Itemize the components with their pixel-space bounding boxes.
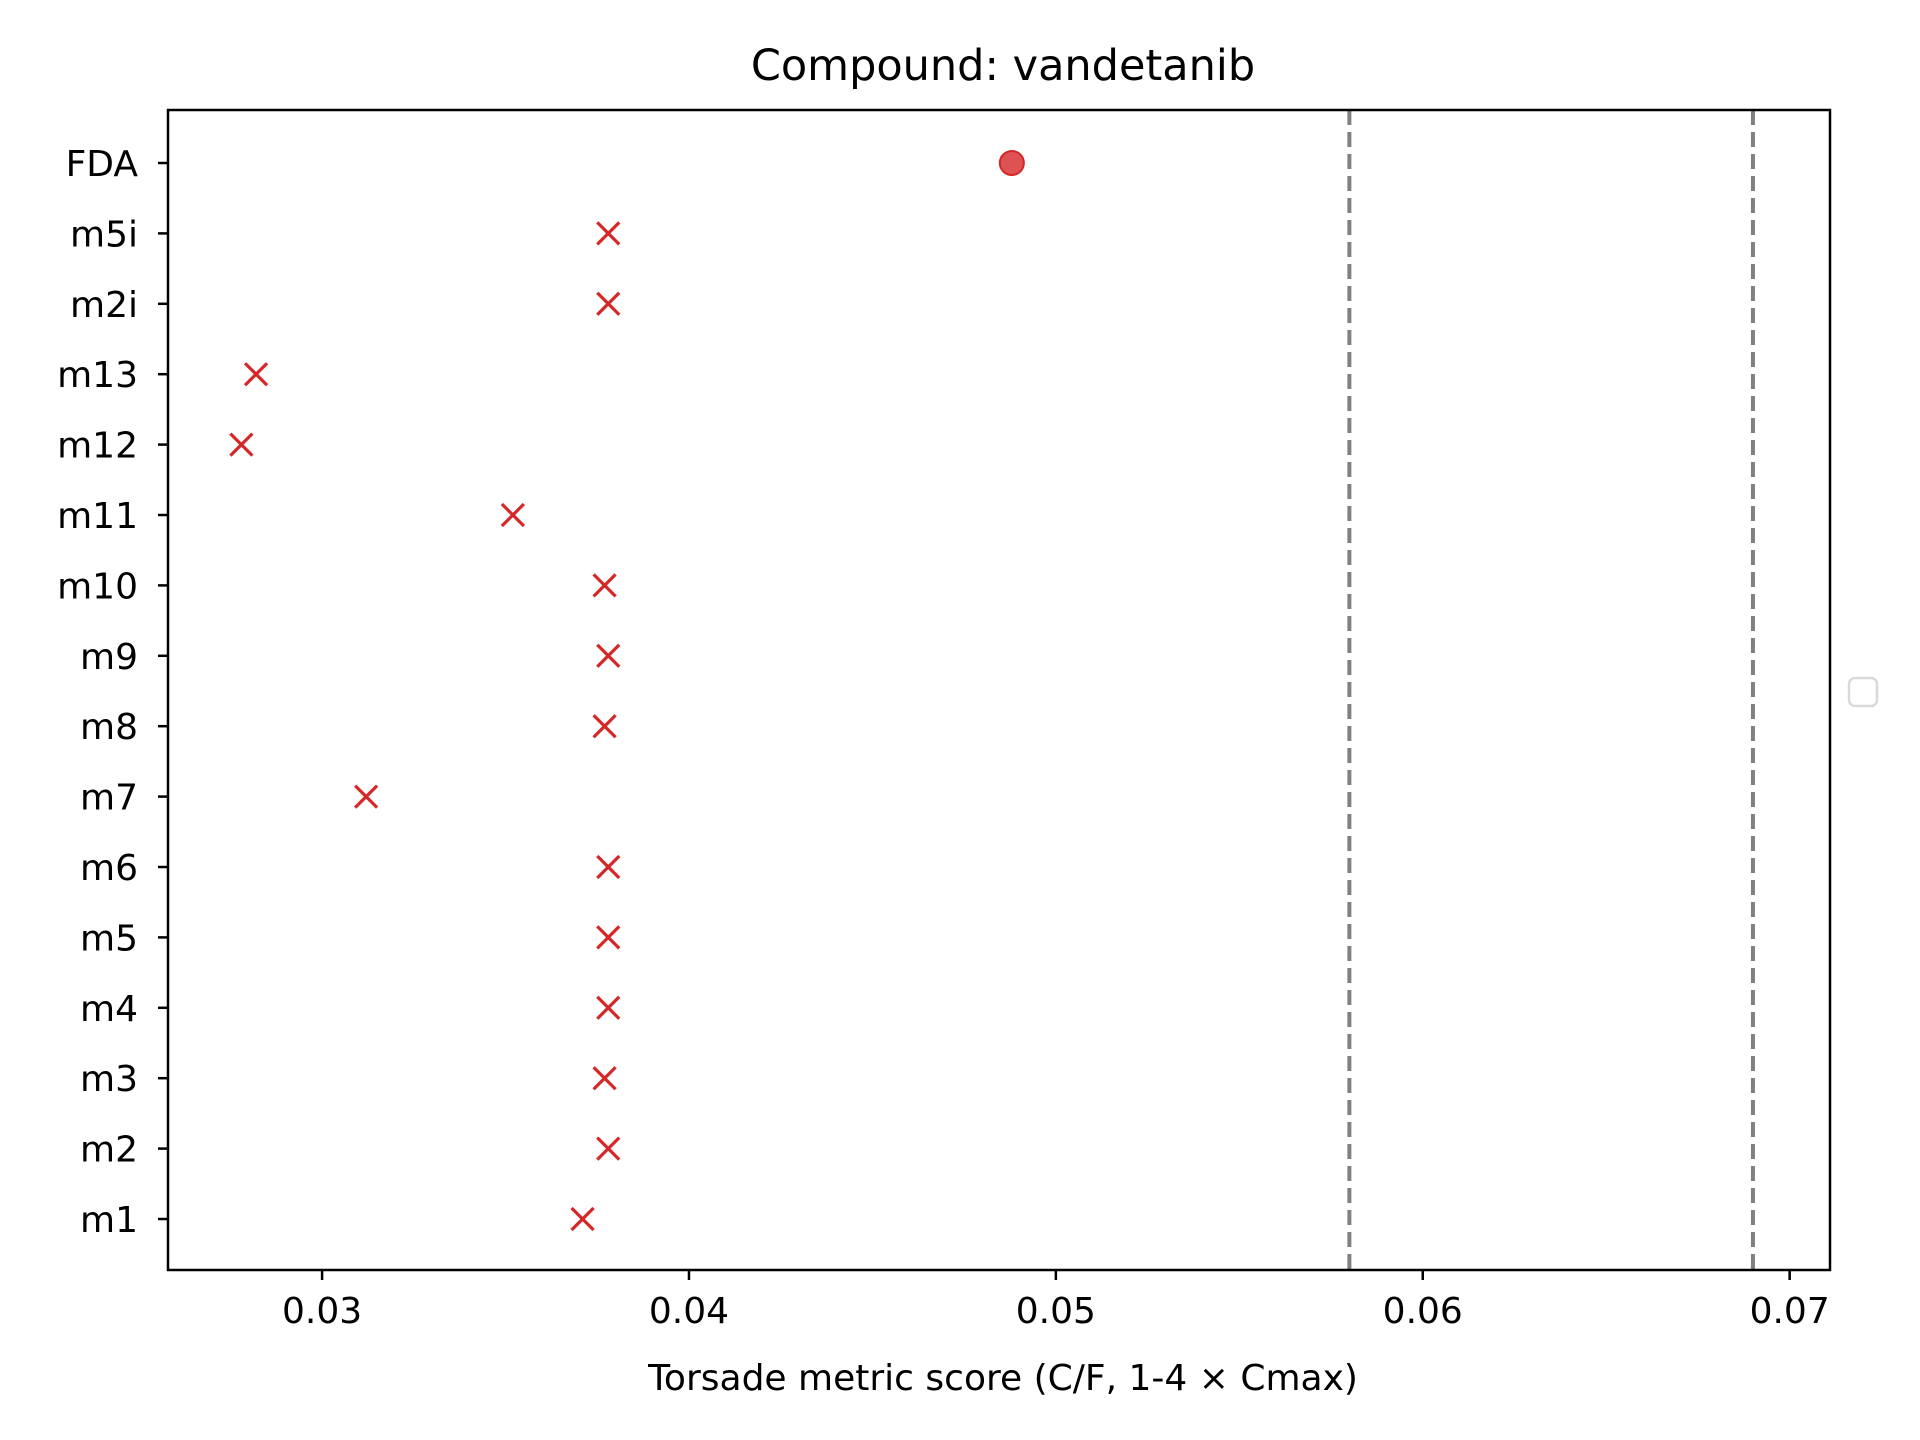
x-tick-label: 0.07 bbox=[1750, 1291, 1830, 1332]
point-marker-m5 bbox=[596, 925, 621, 950]
y-tick-label: m8 bbox=[80, 707, 138, 748]
y-tick-label: m7 bbox=[80, 778, 138, 819]
point-stroke bbox=[596, 925, 621, 950]
point-marker-m4 bbox=[596, 995, 621, 1020]
point-stroke bbox=[500, 502, 526, 528]
y-tick-label: m4 bbox=[80, 989, 138, 1030]
axes-frame bbox=[166, 108, 1832, 1272]
x-tick-label: 0.03 bbox=[282, 1291, 362, 1332]
point-stroke bbox=[229, 432, 254, 457]
y-tick-label: m3 bbox=[80, 1059, 138, 1100]
point-marker-m10 bbox=[592, 573, 617, 598]
y-tick-label: FDA bbox=[66, 144, 139, 185]
point-marker-m2 bbox=[596, 1136, 621, 1161]
point-marker-m6 bbox=[596, 854, 621, 880]
point-stroke bbox=[592, 573, 617, 598]
chart-title: Compound: vandetanib bbox=[751, 41, 1255, 91]
point-marker-m2i bbox=[596, 291, 621, 316]
point-stroke bbox=[592, 714, 617, 739]
x-tick-label: 0.04 bbox=[649, 1291, 729, 1332]
y-tick-label: m9 bbox=[80, 637, 138, 678]
point-stroke bbox=[596, 1136, 621, 1161]
y-tick-label: m5 bbox=[80, 918, 138, 959]
point-stroke bbox=[596, 643, 621, 668]
y-tick-label: m2 bbox=[80, 1130, 138, 1171]
y-tick-label: m10 bbox=[57, 566, 138, 607]
point-stroke bbox=[243, 362, 269, 387]
point-marker-m11 bbox=[500, 502, 526, 528]
point-stroke bbox=[596, 291, 621, 316]
y-tick-label: m13 bbox=[57, 355, 138, 396]
point-marker-FDA bbox=[998, 150, 1025, 176]
point-marker-m13 bbox=[243, 362, 269, 387]
point-stroke bbox=[596, 995, 621, 1020]
point-stroke bbox=[353, 784, 379, 809]
point-marker-m9 bbox=[596, 643, 621, 668]
plot-area: 0.03 0.04 0.05 0.06 0.07 m1 m2 m3 m4 m5 m6 m7 m8 m9 m1… bbox=[57, 108, 1832, 1332]
point-marker-m5i bbox=[596, 221, 621, 246]
y-tick-label: m5i bbox=[70, 214, 138, 255]
point-stroke bbox=[592, 1066, 617, 1091]
point-marker-m3 bbox=[592, 1066, 617, 1091]
point-stroke bbox=[596, 854, 621, 880]
y-tick-label: m2i bbox=[70, 285, 138, 326]
legend-box bbox=[1847, 676, 1879, 708]
point-marker-m12 bbox=[229, 432, 254, 457]
x-tick-label: 0.06 bbox=[1383, 1291, 1463, 1332]
point-marker-m8 bbox=[592, 714, 617, 739]
point-marker-m7 bbox=[353, 784, 379, 809]
point-stroke bbox=[596, 221, 621, 246]
point-stroke bbox=[570, 1206, 595, 1232]
point-marker-m1 bbox=[570, 1206, 595, 1232]
y-tick-label: m6 bbox=[80, 848, 138, 889]
x-tick-label: 0.05 bbox=[1016, 1291, 1096, 1332]
y-tick-label: m1 bbox=[80, 1200, 138, 1241]
y-tick-label: m11 bbox=[57, 496, 138, 537]
x-axis-label: Torsade metric score (C/F, 1-4 × Cmax) bbox=[647, 1358, 1358, 1399]
y-tick-label: m12 bbox=[57, 426, 138, 467]
